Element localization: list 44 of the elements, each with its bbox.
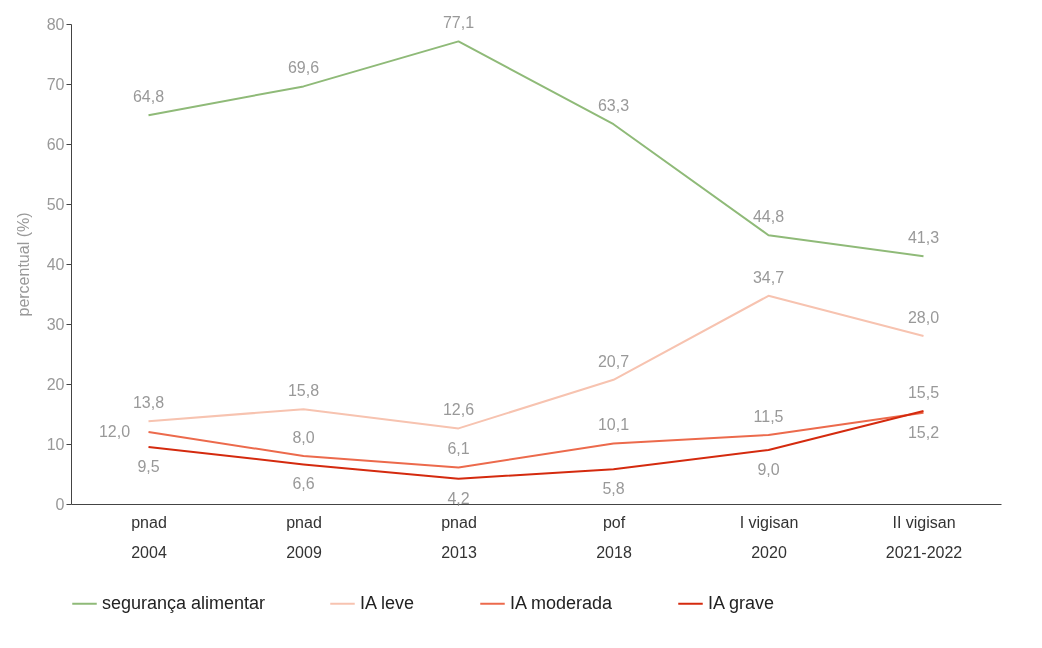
data-label: 13,8 xyxy=(132,394,165,412)
data-label: 12,0 xyxy=(98,423,131,440)
y-tick-label: 80 xyxy=(46,15,65,33)
data-label: 12,6 xyxy=(442,401,475,419)
data-label: 64,8 xyxy=(132,88,165,106)
x-tick-label: pnad 2013 xyxy=(441,513,477,561)
y-tick-label: 20 xyxy=(46,375,65,393)
data-label: 63,3 xyxy=(597,97,630,115)
y-tick-label: 70 xyxy=(46,75,65,93)
legend-label: IA leve xyxy=(360,592,415,613)
data-label: 15,5 xyxy=(907,384,940,401)
data-label: 11,5 xyxy=(753,408,784,425)
data-label: 6,6 xyxy=(292,475,315,493)
x-tick-label: I vigisan 2020 xyxy=(739,513,799,561)
x-tick-label: pnad 2009 xyxy=(286,513,322,561)
data-label: 15,8 xyxy=(287,382,320,400)
data-label: 34,7 xyxy=(752,268,785,286)
x-tick-label: pnad 2004 xyxy=(131,513,167,561)
y-tick-label: 0 xyxy=(55,495,65,513)
y-axis-title: percentual (%) xyxy=(14,212,32,317)
x-tick-label: II vigisan 2021-2022 xyxy=(885,513,963,561)
data-label: 15,2 xyxy=(907,423,940,441)
x-tick-label: pof 2018 xyxy=(596,513,632,561)
legend-label: IA moderada xyxy=(510,592,614,613)
data-label: 10,1 xyxy=(597,416,630,434)
data-label: 20,7 xyxy=(597,352,630,370)
y-tick-label: 10 xyxy=(46,435,65,453)
data-label: 41,3 xyxy=(907,229,940,247)
y-tick-label: 60 xyxy=(46,135,65,153)
data-label: 9,0 xyxy=(757,461,780,478)
data-label: 44,8 xyxy=(752,208,785,226)
y-tick-label: 40 xyxy=(46,255,65,273)
legend-label: segurança alimentar xyxy=(102,592,266,613)
data-label: 28,0 xyxy=(907,309,940,326)
legend-label: IA grave xyxy=(708,592,775,613)
data-label: 8,0 xyxy=(292,429,315,446)
y-tick-label: 50 xyxy=(46,195,65,213)
data-label: 4,2 xyxy=(447,489,470,507)
data-label: 77,1 xyxy=(442,14,475,32)
data-label: 69,6 xyxy=(287,59,320,77)
data-label: 5,8 xyxy=(602,480,625,498)
data-label: 9,5 xyxy=(137,458,160,475)
data-label: 6,1 xyxy=(447,440,470,458)
y-tick-label: 30 xyxy=(46,315,65,333)
